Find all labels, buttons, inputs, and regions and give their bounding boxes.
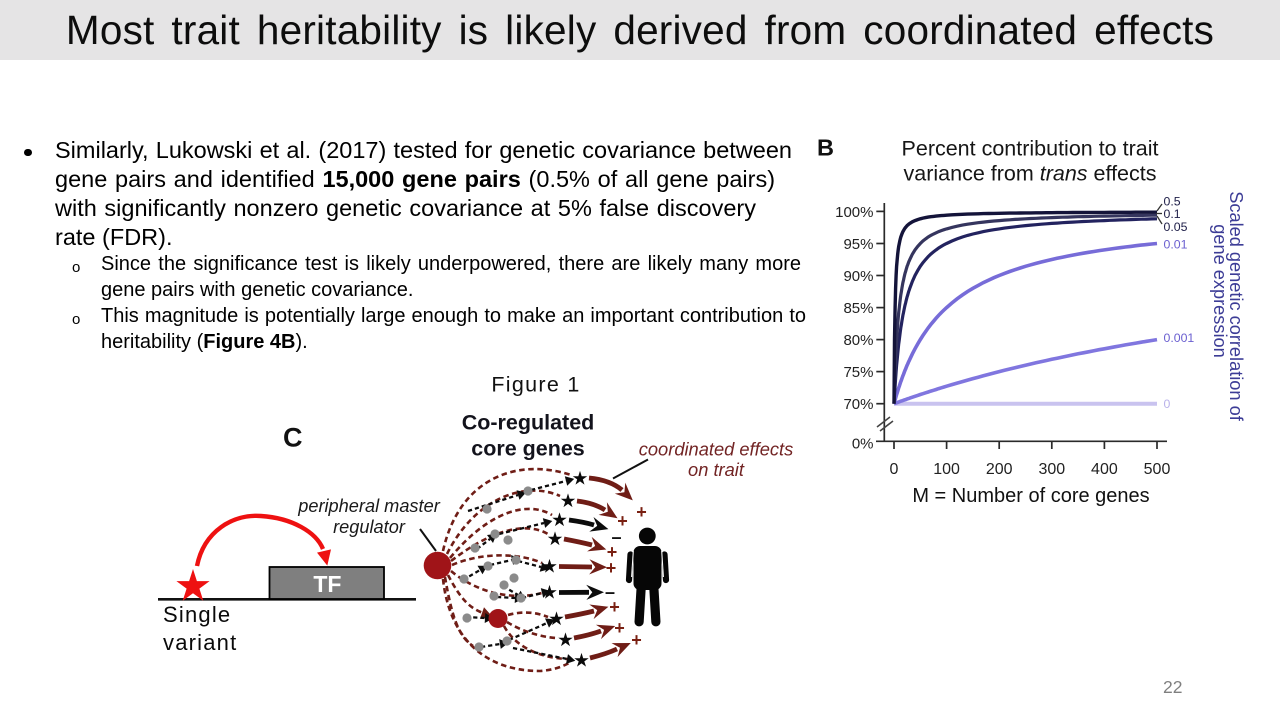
svg-text:Percent contribution to trait: Percent contribution to trait [902, 137, 1159, 161]
svg-text:0.5: 0.5 [1164, 195, 1181, 209]
svg-text:100: 100 [933, 461, 960, 478]
svg-text:90%: 90% [843, 268, 873, 285]
svg-text:80%: 80% [843, 332, 873, 349]
svg-text:400: 400 [1091, 461, 1118, 478]
svg-text:gene expression: gene expression [1210, 224, 1230, 357]
svg-text:variance from trans effects: variance from trans effects [904, 162, 1157, 186]
svg-text:0: 0 [890, 461, 899, 478]
svg-text:85%: 85% [843, 300, 873, 317]
svg-text:regulator: regulator [333, 517, 406, 537]
svg-text:B: B [817, 135, 834, 161]
svg-text:+: + [609, 597, 620, 617]
svg-text:Scaled genetic correlation of: Scaled genetic correlation of [1226, 191, 1246, 421]
svg-text:core genes: core genes [471, 437, 585, 461]
svg-text:Figure 1: Figure 1 [491, 373, 580, 397]
svg-text:0%: 0% [852, 436, 874, 453]
svg-text:+: + [614, 618, 625, 638]
svg-text:300: 300 [1038, 461, 1065, 478]
svg-text:variant: variant [163, 630, 237, 655]
svg-text:100%: 100% [835, 204, 873, 221]
svg-text:M = Number of core genes: M = Number of core genes [912, 485, 1149, 507]
svg-text:500: 500 [1144, 461, 1171, 478]
svg-text:0.1: 0.1 [1164, 207, 1181, 221]
svg-text:0.001: 0.001 [1164, 331, 1195, 345]
svg-text:–: – [611, 527, 621, 547]
svg-text:200: 200 [986, 461, 1013, 478]
svg-text:–: – [605, 582, 615, 602]
svg-text:0: 0 [1164, 397, 1171, 411]
svg-text:+: + [636, 502, 647, 522]
svg-text:70%: 70% [843, 396, 873, 413]
svg-text:C: C [283, 423, 303, 453]
svg-text:+: + [606, 558, 617, 578]
svg-text:0.05: 0.05 [1164, 220, 1188, 234]
svg-text:+: + [631, 630, 642, 650]
svg-text:TF: TF [313, 571, 341, 597]
svg-text:coordinated effects: coordinated effects [639, 439, 793, 460]
svg-text:95%: 95% [843, 236, 873, 253]
svg-text:peripheral master: peripheral master [297, 496, 440, 516]
svg-text:0.01: 0.01 [1164, 238, 1188, 252]
svg-text:Single: Single [163, 602, 231, 627]
svg-text:+: + [617, 511, 628, 531]
svg-text:75%: 75% [843, 364, 873, 381]
svg-text:+: + [607, 542, 618, 562]
svg-text:Co-regulated: Co-regulated [462, 411, 595, 435]
svg-text:on trait: on trait [688, 459, 745, 480]
